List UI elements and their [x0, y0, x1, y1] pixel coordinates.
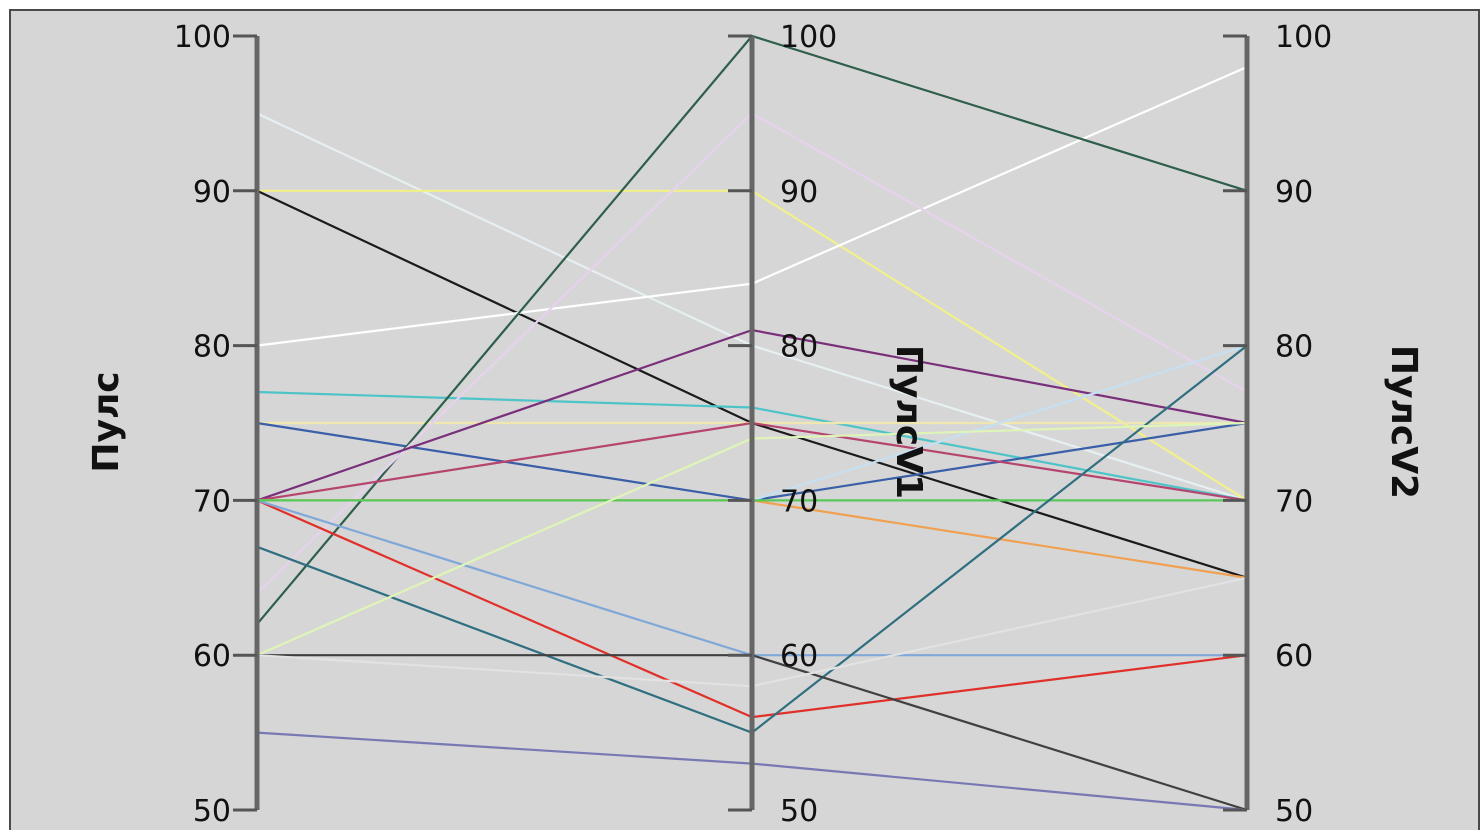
- tick-label: 50: [1275, 794, 1313, 829]
- axis-title-2: ПулсV1: [888, 345, 929, 499]
- tick-label: 80: [1275, 330, 1313, 365]
- axis-3: 100 90 80 70 60 50 ПулсV2: [1223, 20, 1424, 829]
- tick-label: 60: [1275, 639, 1313, 674]
- tick-label: 90: [193, 175, 231, 210]
- tick-label: 100: [1275, 20, 1332, 55]
- tick-label: 90: [1275, 175, 1313, 210]
- tick-label: 70: [780, 484, 818, 519]
- tick-label: 100: [174, 20, 231, 55]
- tick-label: 80: [780, 330, 818, 365]
- axes-layer: 100 90 80 70 60 50 Пулс 100 90 80 70 60 50 ПулсV1 100 9…: [86, 20, 1424, 829]
- tick-label: 70: [193, 484, 231, 519]
- tick-label: 60: [780, 639, 818, 674]
- tick-label: 70: [1275, 484, 1313, 519]
- tick-label: 90: [780, 175, 818, 210]
- tick-label: 60: [193, 639, 231, 674]
- tick-label: 50: [780, 794, 818, 829]
- tick-label: 80: [193, 330, 231, 365]
- axis-2: 100 90 80 70 60 50 ПулсV1: [728, 20, 929, 829]
- tick-label: 100: [780, 20, 837, 55]
- axis-title-1: Пулс: [86, 371, 127, 472]
- tick-label: 50: [193, 794, 231, 829]
- axis-1: 100 90 80 70 60 50 Пулс: [86, 20, 260, 829]
- axis-title-3: ПулсV2: [1383, 345, 1424, 499]
